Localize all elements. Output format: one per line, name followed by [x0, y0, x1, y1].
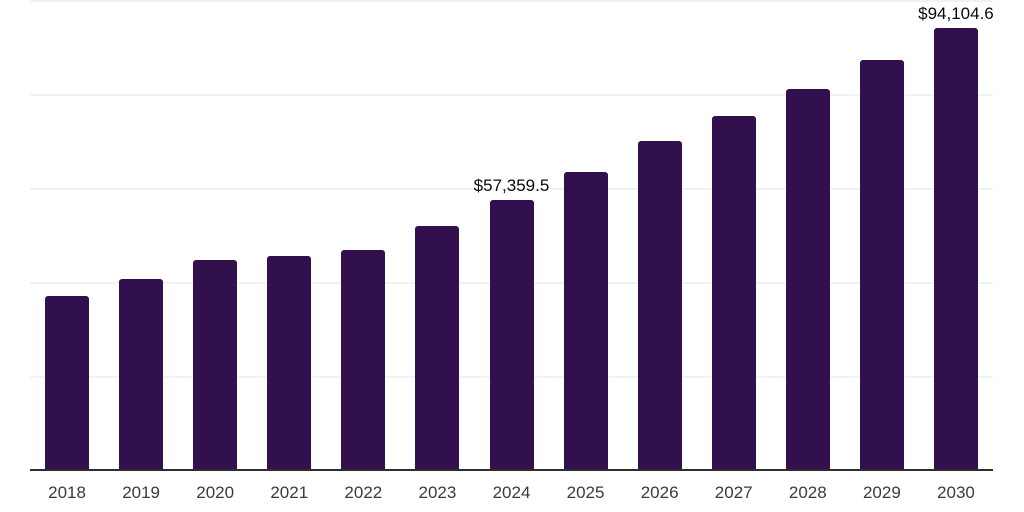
value-label-2024: $57,359.5: [473, 176, 550, 196]
x-tick-label-2018: 2018: [48, 483, 86, 502]
x-tick-label-2030: 2030: [937, 483, 975, 502]
x-tick-label-2025: 2025: [566, 483, 605, 502]
bar-2023: [415, 225, 460, 470]
gridline: [30, 188, 993, 190]
bar-2019: [119, 278, 164, 470]
bar-2024: [489, 200, 534, 470]
bar-2028: [785, 89, 830, 470]
bar-2029: [859, 59, 904, 470]
x-axis-line: [30, 469, 993, 471]
bar-2027: [711, 115, 756, 470]
gridline: [30, 0, 993, 2]
x-tick-label-2026: 2026: [640, 483, 679, 502]
bar-2025: [563, 171, 608, 470]
bar-2020: [193, 260, 238, 470]
bar-2026: [637, 141, 682, 470]
bar-2021: [267, 256, 312, 470]
bar-2018: [45, 296, 90, 470]
bar-2030: [933, 27, 978, 470]
bar-2022: [341, 249, 386, 470]
value-label-2030: $94,104.6: [918, 3, 994, 23]
x-tick-label-2023: 2023: [418, 483, 457, 502]
x-tick-label-2028: 2028: [788, 483, 827, 502]
x-tick-label-2024: 2024: [492, 483, 531, 502]
x-tick-label-2020: 2020: [196, 483, 235, 502]
x-tick-label-2019: 2019: [122, 483, 161, 502]
x-tick-label-2027: 2027: [714, 483, 753, 502]
gridline: [30, 94, 993, 96]
plot-area: $57,359.5 $94,104.6: [30, 0, 994, 471]
x-tick-label-2022: 2022: [344, 483, 383, 502]
x-tick-label-2029: 2029: [862, 483, 901, 502]
x-tick-label-2021: 2021: [270, 483, 309, 502]
